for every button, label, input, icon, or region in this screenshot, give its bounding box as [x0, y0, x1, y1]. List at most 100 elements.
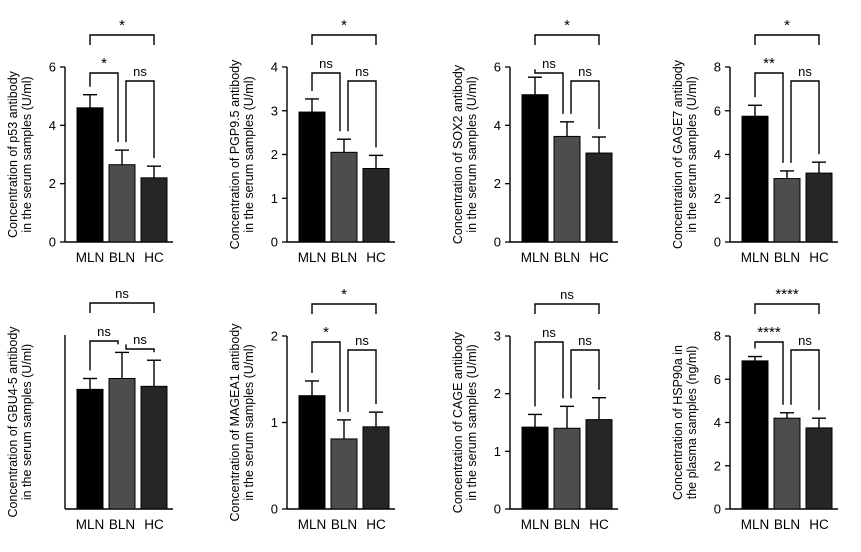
y-tick-label: 4	[271, 60, 278, 75]
x-tick-label: HC	[366, 250, 386, 265]
significance-bracket	[125, 80, 155, 159]
significance-bracket	[790, 349, 820, 411]
y-axis-label: Concentration of p53 antibody	[6, 70, 20, 238]
y-tick-label: 2	[271, 329, 278, 344]
bar-hc	[585, 152, 613, 243]
significance-bracket	[534, 341, 564, 407]
significance-bracket	[754, 303, 820, 314]
significance-bracket	[754, 34, 820, 45]
significance-bracket	[534, 69, 564, 114]
chart-panel-7: Concentration of CAGE antibody in the ser…	[451, 287, 618, 532]
bar-mln	[521, 94, 549, 243]
chart-panel-3: Concentration of SOX2 antibody in the ser…	[451, 17, 618, 265]
y-tick-label: 4	[494, 118, 501, 133]
significance-bracket	[311, 34, 377, 45]
y-tick-label: 2	[494, 386, 501, 401]
y-tick-label: 0	[49, 235, 56, 250]
y-tick-label: 0	[271, 502, 278, 517]
significance-label: *	[784, 17, 790, 34]
significance-bracket	[534, 303, 600, 314]
x-tick-label: BLN	[331, 250, 357, 265]
significance-label: ns	[133, 332, 147, 347]
y-axis-label: in the serum samples (U/ml)	[465, 76, 479, 232]
significance-label: *	[119, 17, 125, 34]
significance-label: ns	[355, 333, 369, 348]
y-axis-label: in the serum samples (U/ml)	[242, 76, 256, 232]
significance-label: *	[341, 286, 347, 303]
bar-hc	[805, 427, 833, 510]
y-axis-label: in the serum samples (U/ml)	[685, 76, 699, 232]
y-tick-label: 4	[714, 415, 721, 430]
x-tick-label: MLN	[298, 250, 327, 265]
y-tick-label: 3	[271, 103, 278, 118]
significance-label: ns	[560, 287, 574, 302]
bar-mln	[76, 107, 104, 243]
bar-bln	[330, 438, 358, 510]
significance-label: ns	[355, 64, 369, 79]
y-tick-label: 8	[714, 329, 721, 344]
y-tick-label: 6	[714, 372, 721, 387]
y-axis-label: Concentration of CAGE antibody	[451, 331, 465, 513]
significance-bracket	[347, 349, 377, 412]
y-axis-label: in the serum samples (U/ml)	[20, 76, 34, 232]
significance-label: *	[323, 324, 329, 341]
y-tick-label: 0	[494, 235, 501, 250]
y-tick-label: 1	[494, 444, 501, 459]
significance-label: *	[341, 17, 347, 34]
significance-bracket	[311, 72, 341, 132]
significance-label: ns	[319, 56, 333, 71]
significance-bracket	[311, 303, 377, 314]
x-tick-label: BLN	[109, 250, 135, 265]
bar-bln	[108, 164, 136, 243]
x-tick-label: BLN	[331, 517, 357, 532]
y-axis-label: Concentration of HSP90a in	[671, 345, 685, 500]
bar-mln	[741, 115, 769, 243]
bar-hc	[362, 426, 390, 510]
y-axis-label: in the serum samples (U/ml)	[465, 344, 479, 500]
y-axis-label: the plasma samples (ng/ml)	[685, 346, 699, 500]
significance-bracket	[534, 34, 600, 45]
chart-panel-6: Concentration of MAGEA1 antibody in the s…	[228, 286, 395, 532]
y-tick-label: 1	[271, 415, 278, 430]
x-tick-label: HC	[809, 517, 829, 532]
y-tick-label: 0	[714, 502, 721, 517]
y-tick-label: 2	[271, 147, 278, 162]
y-tick-label: 0	[494, 502, 501, 517]
significance-bracket	[125, 344, 155, 353]
bar-bln	[773, 178, 801, 243]
chart-panel-2: Concentration of PGP9.5 antibody in the s…	[228, 17, 395, 265]
significance-label: ****	[757, 324, 781, 341]
significance-label: ns	[115, 286, 129, 301]
y-tick-label: 2	[714, 191, 721, 206]
significance-bracket	[89, 340, 119, 371]
y-tick-label: 6	[494, 60, 501, 75]
bar-hc	[585, 419, 613, 510]
x-tick-label: MLN	[521, 250, 550, 265]
significance-bracket	[570, 349, 600, 399]
x-tick-label: MLN	[521, 517, 550, 532]
significance-label: ns	[578, 64, 592, 79]
significance-bracket	[311, 341, 341, 412]
chart-panel-5: Concentration of GBU4-5 antibody in the s…	[6, 286, 173, 532]
x-tick-label: BLN	[774, 250, 800, 265]
significance-label: ns	[133, 64, 147, 79]
x-tick-label: BLN	[554, 250, 580, 265]
significance-label: *	[101, 55, 107, 72]
significance-label: ns	[542, 56, 556, 71]
significance-label: ns	[542, 325, 556, 340]
bar-hc	[140, 177, 168, 243]
x-tick-label: BLN	[774, 517, 800, 532]
y-axis-label: Concentration of PGP9.5 antibody	[228, 59, 242, 249]
significance-label: ns	[798, 64, 812, 79]
bar-mln	[741, 360, 769, 510]
significance-bracket	[754, 341, 784, 405]
x-tick-label: MLN	[76, 250, 105, 265]
bar-mln	[298, 111, 326, 243]
y-tick-label: 2	[494, 176, 501, 191]
y-tick-label: 4	[49, 118, 56, 133]
significance-bracket	[89, 72, 119, 143]
bar-hc	[140, 385, 168, 510]
significance-label: **	[763, 55, 775, 72]
y-tick-label: 4	[714, 147, 721, 162]
chart-panel-4: Concentration of GAGE7 antibody in the se…	[671, 17, 838, 265]
